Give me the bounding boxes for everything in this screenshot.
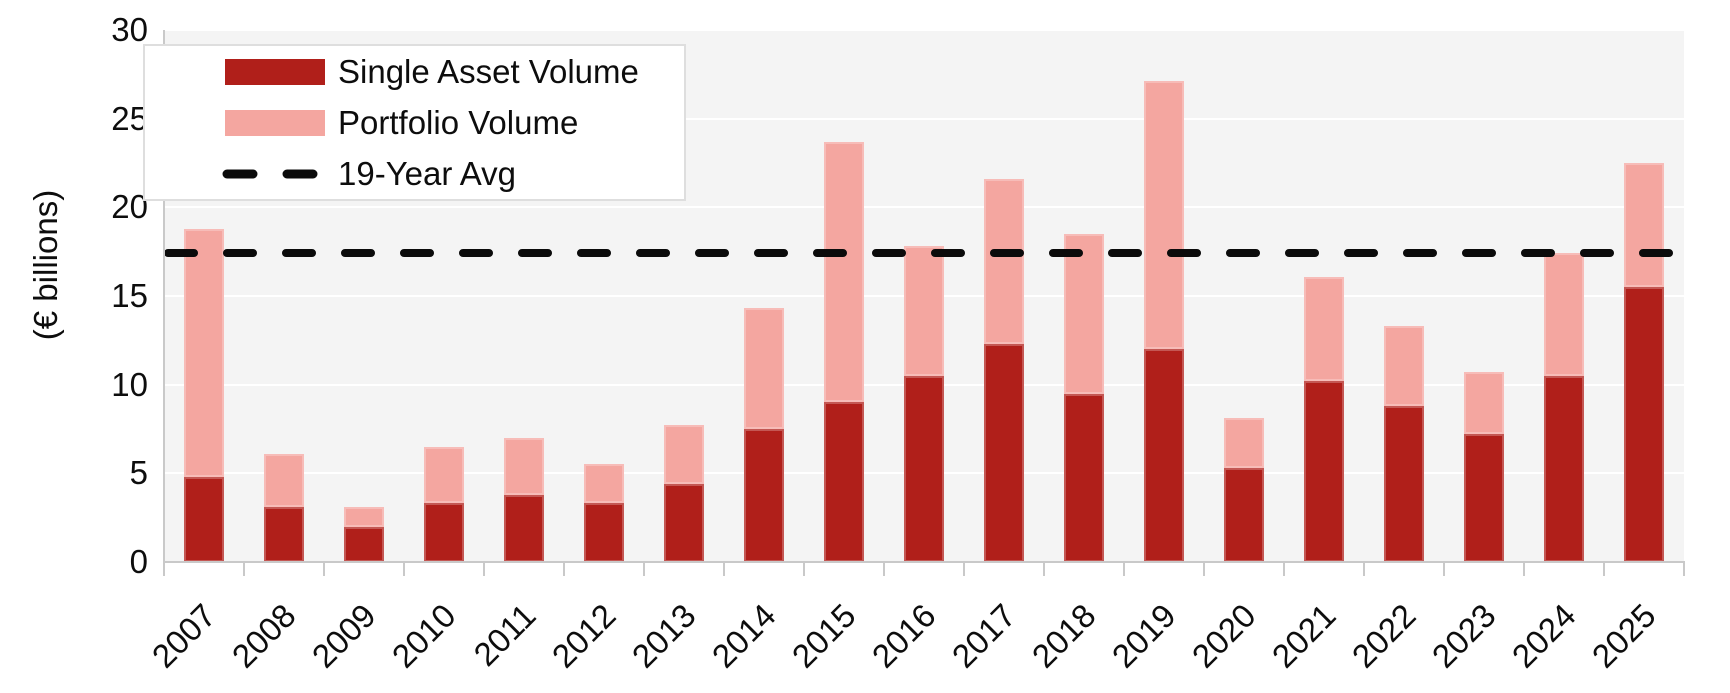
bar-portfolio-2012 (584, 464, 624, 504)
x-tickmark (643, 563, 645, 576)
x-tickmark (1443, 563, 1445, 576)
bar-single-2024 (1544, 375, 1584, 562)
avg-line (164, 249, 1684, 258)
bar-portfolio-2021 (1304, 276, 1344, 382)
y-tick-label-0: 0 (129, 543, 148, 580)
x-tickmark (1043, 563, 1045, 576)
x-tickmark (1363, 563, 1365, 576)
x-tickmark (1283, 563, 1285, 576)
x-tickmark (883, 563, 885, 576)
legend-label-portfolio: Portfolio Volume (338, 103, 579, 141)
bar-portfolio-2017 (984, 178, 1024, 344)
bar-portfolio-2024 (1544, 253, 1584, 376)
bar-portfolio-2009 (344, 507, 384, 527)
x-tickmark (1123, 563, 1125, 576)
x-tickmark (1523, 563, 1525, 576)
legend-swatch-portfolio (225, 109, 325, 136)
bar-portfolio-2008 (264, 453, 304, 508)
bar-portfolio-2018 (1064, 233, 1104, 394)
bar-single-2007 (184, 476, 224, 562)
x-tickmark (963, 563, 965, 576)
x-tickmark (243, 563, 245, 576)
bar-single-2017 (984, 343, 1024, 562)
legend-label-single-asset: Single Asset Volume (338, 52, 639, 90)
bar-portfolio-2025 (1624, 163, 1664, 288)
bar-portfolio-2020 (1224, 418, 1264, 469)
bar-single-2023 (1464, 434, 1504, 562)
x-tickmark (563, 563, 565, 576)
bar-portfolio-2010 (424, 446, 464, 504)
legend-swatch-single-asset (225, 58, 325, 85)
bar-single-2016 (904, 375, 944, 562)
bar-single-2022 (1384, 405, 1424, 562)
legend: Single Asset Volume Portfolio Volume 19-… (143, 44, 686, 201)
y-axis-line (163, 30, 165, 576)
y-tick-label-5: 5 (129, 454, 148, 492)
bar-portfolio-2022 (1384, 326, 1424, 406)
bar-single-2008 (264, 507, 304, 562)
gridline-20 (164, 206, 1684, 209)
x-tickmark (1683, 563, 1685, 576)
x-tickmark (803, 563, 805, 576)
legend-item-portfolio: Portfolio Volume (145, 97, 684, 148)
legend-label-avg: 19-Year Avg (338, 154, 516, 192)
bar-single-2012 (584, 503, 624, 562)
gridline-30 (164, 29, 1684, 31)
y-tick-label-20: 20 (111, 188, 148, 226)
bar-single-2018 (1064, 393, 1104, 562)
bar-single-2025 (1624, 287, 1664, 562)
bar-single-2011 (504, 494, 544, 562)
bar-single-2021 (1304, 381, 1344, 562)
y-tick-label-10: 10 (111, 365, 148, 403)
y-tick-label-25: 25 (111, 99, 148, 137)
x-tickmark (723, 563, 725, 576)
x-tickmark (403, 563, 405, 576)
x-tickmark (163, 563, 165, 576)
legend-item-single-asset: Single Asset Volume (145, 46, 684, 97)
bar-portfolio-2019 (1144, 81, 1184, 350)
bar-portfolio-2016 (904, 246, 944, 376)
y-tick-label-15: 15 (111, 277, 148, 314)
bar-single-2019 (1144, 349, 1184, 562)
bar-single-2015 (824, 402, 864, 562)
gridline-25 (164, 117, 1684, 120)
y-tick-label-30: 30 (111, 11, 148, 48)
bar-portfolio-2023 (1464, 372, 1504, 435)
x-tickmark (323, 563, 325, 576)
x-axis-line (163, 561, 1685, 563)
x-tickmark (1203, 563, 1205, 576)
bar-single-2020 (1224, 468, 1264, 562)
bar-single-2010 (424, 503, 464, 562)
bar-single-2013 (664, 483, 704, 562)
bar-portfolio-2011 (504, 437, 544, 495)
legend-item-avg: 19-Year Avg (145, 148, 684, 199)
x-tickmark (1603, 563, 1605, 576)
legend-dash-sample-icon (222, 169, 325, 178)
bar-single-2009 (344, 526, 384, 562)
bar-portfolio-2013 (664, 425, 704, 484)
x-tickmark (483, 563, 485, 576)
bar-single-2014 (744, 429, 784, 562)
bar-portfolio-2014 (744, 308, 784, 429)
bar-portfolio-2015 (824, 141, 864, 403)
bar-portfolio-2007 (184, 228, 224, 477)
